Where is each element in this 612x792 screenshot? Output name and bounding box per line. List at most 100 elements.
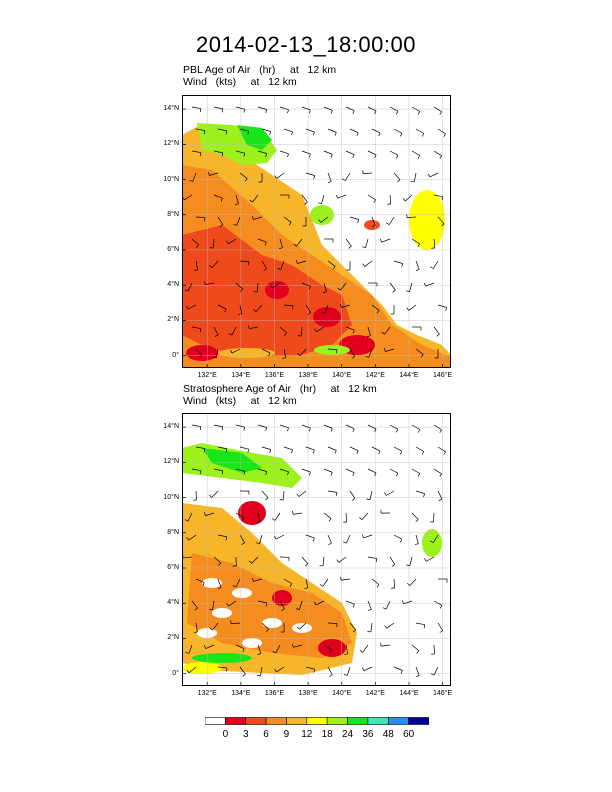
wind-barb <box>277 260 285 270</box>
lon-tick-label: 142°E <box>365 372 385 379</box>
wind-barb <box>280 622 285 633</box>
wind-barb <box>238 304 243 315</box>
age-region-red <box>318 639 346 657</box>
wind-barb <box>194 260 199 271</box>
lat-tick-label: 12°N <box>163 458 179 466</box>
color-bar-label: 12 <box>301 729 313 740</box>
wind-barb <box>235 424 246 431</box>
wind-barb <box>193 622 198 633</box>
wind-barb <box>248 556 259 564</box>
wind-barb <box>415 446 425 455</box>
wind-barb <box>217 578 222 589</box>
color-bar-label: 3 <box>242 729 249 740</box>
lon-tick-label: 132°E <box>197 372 217 379</box>
lon-tick-label: 146°E <box>433 372 453 379</box>
wind-barb <box>327 446 337 454</box>
wind-barb <box>327 128 337 136</box>
wind-barb <box>389 468 399 477</box>
wind-barb <box>345 106 355 115</box>
wind-barb <box>345 468 355 477</box>
wind-barb <box>305 534 315 542</box>
wind-barb <box>367 600 372 611</box>
wind-barb <box>232 578 241 588</box>
wind-barb <box>256 512 261 523</box>
age-region-orange <box>187 553 352 658</box>
wind-barb <box>213 194 223 202</box>
lat-tick-label: 10°N <box>163 493 179 501</box>
wind-barb <box>271 512 281 521</box>
wind-barb <box>297 348 307 356</box>
lat-tick-label: 12°N <box>163 140 179 148</box>
wind-barb <box>318 194 325 204</box>
wind-barb <box>257 424 267 431</box>
wind-barb <box>208 490 219 498</box>
wind-barb <box>415 490 425 498</box>
wind-barb <box>345 600 355 608</box>
color-bar-swatch <box>387 717 409 725</box>
wind-barb <box>430 666 439 676</box>
wind-barb <box>283 304 294 310</box>
wind-barb <box>437 216 445 227</box>
lon-tick-label: 134°E <box>231 690 251 697</box>
wind-barb <box>349 490 356 501</box>
wind-barb <box>283 216 292 226</box>
gap-region <box>292 623 312 633</box>
color-bar-swatch <box>205 717 226 725</box>
lat-tick-label: 0° <box>172 669 179 677</box>
wind-barb <box>340 304 351 308</box>
wind-barb <box>279 238 283 249</box>
wind-barb <box>327 622 338 627</box>
wind-barb <box>428 172 439 178</box>
wind-barb <box>433 150 442 159</box>
wind-barb <box>195 578 205 586</box>
wind-barb <box>367 424 377 433</box>
color-bar-label: 48 <box>382 729 394 740</box>
wind-barb <box>393 128 403 137</box>
wind-barb <box>433 106 442 115</box>
wind-barb <box>235 282 243 292</box>
wind-barb <box>415 260 420 271</box>
lon-tick-label: 134°E <box>231 372 251 379</box>
wind-barb <box>344 644 349 655</box>
gap-region <box>242 638 262 648</box>
wind-barb <box>191 326 202 333</box>
lat-tick-label: 2°N <box>167 634 179 642</box>
wind-barb <box>390 305 395 315</box>
wind-barb <box>389 106 399 115</box>
wind-barb <box>437 490 443 501</box>
age-region-green <box>237 125 272 150</box>
wind-barb <box>239 534 245 545</box>
wind-barb <box>384 490 395 496</box>
wind-barb <box>349 622 357 633</box>
wind-barb <box>345 238 352 249</box>
wind-barb <box>407 578 417 586</box>
wind-barb <box>191 238 199 248</box>
age-region-red <box>272 590 292 606</box>
wind-barb <box>283 578 293 587</box>
wind-barb <box>371 578 380 588</box>
wind-barb <box>283 128 293 136</box>
wind-barb <box>189 172 197 182</box>
wind-barb <box>433 600 443 609</box>
wind-barb <box>274 172 285 179</box>
color-bar-swatch <box>408 717 429 725</box>
wind-barb <box>213 150 224 157</box>
wind-barb <box>380 642 391 647</box>
wind-barb <box>323 424 333 432</box>
wind-barb <box>323 512 332 522</box>
wind-barb <box>305 446 315 454</box>
wind-barb <box>393 666 403 674</box>
panel2-title-line2: Wind (kts) at 12 km <box>183 395 297 407</box>
wind-barb <box>301 106 311 114</box>
wind-barb <box>305 128 315 136</box>
wind-barb <box>185 644 193 654</box>
wind-barb <box>336 194 347 199</box>
wind-barb <box>323 468 333 476</box>
wind-barb <box>230 620 241 625</box>
lon-tick-label: 144°E <box>399 690 419 697</box>
color-bar-swatch <box>347 717 369 725</box>
panel1-title-line1: PBL Age of Air (hr) at 12 km <box>183 64 337 76</box>
lon-tick-label: 142°E <box>365 690 385 697</box>
wind-barb <box>319 578 329 587</box>
wind-barb <box>323 644 332 653</box>
